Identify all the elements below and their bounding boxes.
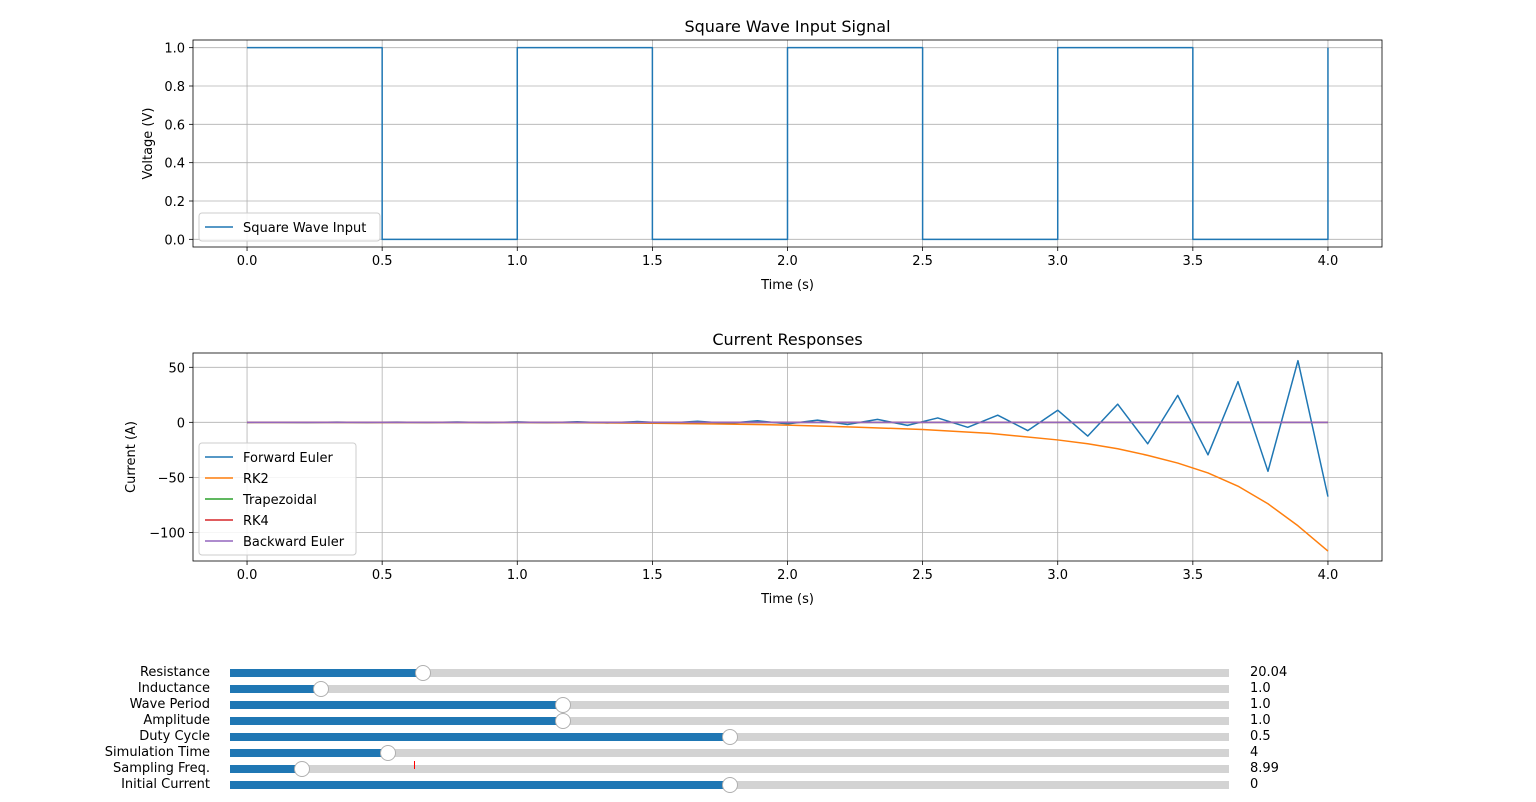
slider-track[interactable]	[230, 697, 1229, 713]
x-axis-label: Time (s)	[760, 592, 814, 607]
legend: Forward Euler RK2 Trapezoidal RK4 Backward E…	[198, 442, 357, 556]
x-tick-label: 4.0	[1318, 568, 1339, 583]
slider-handle[interactable]	[312, 681, 329, 697]
slider-value: 4	[1250, 745, 1259, 760]
slider-value: 20.04	[1250, 665, 1288, 680]
series-line-square-wave-input	[247, 46, 1329, 241]
slider-label: Sampling Freq.	[113, 761, 210, 776]
y-tick-label: 0	[177, 416, 185, 431]
slider-label: Amplitude	[143, 713, 210, 728]
y-tick-label: 0.4	[164, 157, 185, 172]
slider-fill	[230, 749, 388, 757]
slider-track[interactable]	[230, 665, 1229, 681]
y-axis-label: Voltage (V)	[141, 108, 156, 180]
x-tick-label: 3.5	[1182, 568, 1203, 583]
slider-fill	[230, 733, 730, 741]
x-tick-label: 0.5	[372, 568, 393, 583]
y-tick-label: 50	[168, 361, 185, 376]
slider-track[interactable]	[230, 729, 1229, 745]
legend-label: Square Wave Input	[243, 221, 366, 236]
slider-label: Duty Cycle	[139, 729, 210, 744]
slider-fill	[230, 685, 321, 693]
y-tick-label: −100	[149, 526, 185, 541]
slider-fill	[230, 669, 423, 677]
chart-title: Square Wave Input Signal	[684, 17, 890, 36]
x-tick-label: 0.0	[237, 254, 258, 269]
slider-handle[interactable]	[721, 777, 738, 793]
slider-value: 0.5	[1250, 729, 1271, 744]
slider-fill	[230, 701, 563, 709]
chart-1: 0.0 0.5 1.0 1.5 2.0 2.5 3.0 3.5 4.0 50 0 −50 −100 Cur…	[124, 330, 1383, 607]
slider-track[interactable]	[230, 761, 1229, 777]
slider-value: 0	[1250, 777, 1259, 792]
x-tick-label: 3.5	[1182, 254, 1203, 269]
slider-label: Resistance	[139, 665, 210, 680]
y-tick-label: −50	[158, 471, 185, 486]
legend-box	[198, 212, 381, 242]
slider-handle[interactable]	[554, 697, 571, 713]
slider-wave-period: Wave Period 1.0	[0, 697, 1536, 713]
x-tick-label: 1.0	[507, 254, 528, 269]
y-axis-label: Current (A)	[124, 421, 139, 493]
x-tick-label: 0.5	[372, 254, 393, 269]
x-tick-label: 4.0	[1318, 254, 1339, 269]
x-tick-label: 0.0	[237, 568, 258, 583]
slider-value: 8.99	[1250, 761, 1279, 776]
legend: Square Wave Input	[198, 212, 381, 242]
x-tick-label: 1.0	[507, 568, 528, 583]
x-tick-label: 3.0	[1047, 254, 1068, 269]
figure-canvas: 0.0 0.5 1.0 1.5 2.0 2.5 3.0 3.5 4.0 0.0 0.2 0.4 0.6 0…	[124, 17, 1383, 607]
legend-label: Forward Euler	[243, 451, 333, 466]
slider-handle[interactable]	[554, 713, 571, 729]
slider-track[interactable]	[230, 745, 1229, 761]
slider-amplitude: Amplitude 1.0	[0, 713, 1536, 729]
legend-label: Backward Euler	[243, 535, 345, 550]
slider-sampling-freq: Sampling Freq. 8.99	[0, 761, 1536, 777]
slider-handle[interactable]	[414, 665, 431, 681]
x-tick-label: 1.5	[642, 254, 663, 269]
slider-label: Inductance	[137, 681, 210, 696]
y-tick-label: 0.2	[164, 195, 185, 210]
x-tick-label: 2.5	[912, 568, 933, 583]
slider-label: Initial Current	[121, 777, 210, 792]
x-tick-label: 2.0	[777, 254, 798, 269]
slider-handle[interactable]	[721, 729, 738, 745]
legend-label: RK4	[243, 514, 269, 529]
slider-track[interactable]	[230, 713, 1229, 729]
y-tick-label: 0.8	[164, 80, 185, 95]
slider-fill	[230, 765, 302, 773]
slider-simulation-time: Simulation Time 4	[0, 745, 1536, 761]
legend-label: RK2	[243, 472, 269, 487]
slider-handle[interactable]	[379, 745, 396, 761]
chart-title: Current Responses	[712, 330, 862, 349]
x-tick-label: 2.5	[912, 254, 933, 269]
legend-box	[198, 442, 357, 556]
slider-initial-current: Initial Current 0	[0, 777, 1536, 793]
slider-track[interactable]	[230, 681, 1229, 697]
slider-value: 1.0	[1250, 697, 1271, 712]
slider-resistance: Resistance 20.04	[0, 665, 1536, 681]
x-tick-label: 2.0	[777, 568, 798, 583]
slider-handle[interactable]	[293, 761, 310, 777]
slider-fill	[230, 781, 730, 789]
slider-value: 1.0	[1250, 713, 1271, 728]
y-tick-label: 0.6	[164, 118, 185, 133]
y-tick-label: 1.0	[164, 42, 185, 57]
x-axis-label: Time (s)	[760, 278, 814, 293]
x-tick-label: 3.0	[1047, 568, 1068, 583]
slider-fill	[230, 717, 563, 725]
slider-inductance: Inductance 1.0	[0, 681, 1536, 697]
slider-value: 1.0	[1250, 681, 1271, 696]
slider-duty-cycle: Duty Cycle 0.5	[0, 729, 1536, 745]
slider-track[interactable]	[230, 777, 1229, 793]
y-tick-label: 0.0	[164, 233, 185, 248]
chart-0: 0.0 0.5 1.0 1.5 2.0 2.5 3.0 3.5 4.0 0.0 0.2 0.4 0.6 0…	[141, 17, 1383, 293]
slider-label: Wave Period	[129, 697, 210, 712]
legend-label: Trapezoidal	[242, 493, 317, 508]
slider-initial-marker	[413, 761, 415, 769]
x-tick-label: 1.5	[642, 568, 663, 583]
slider-label: Simulation Time	[104, 745, 210, 760]
